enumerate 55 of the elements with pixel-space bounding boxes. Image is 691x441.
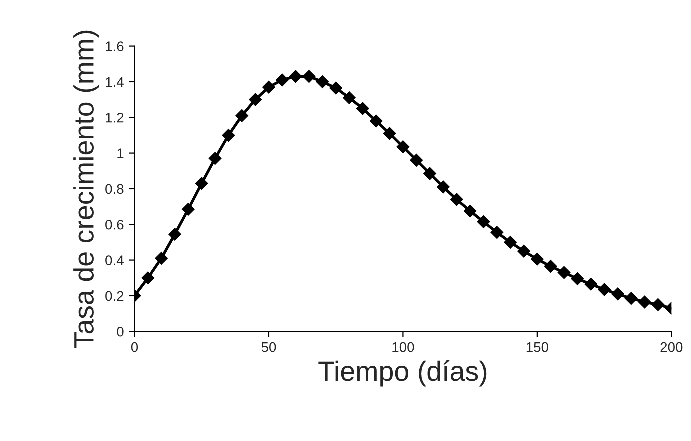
point (302, 70, 316, 84)
point (464, 204, 477, 218)
x-tick-label: 200 (660, 342, 683, 352)
point (437, 180, 450, 194)
point (182, 203, 195, 216)
point (383, 127, 396, 140)
x-tick-label: 150 (526, 342, 548, 352)
y-tick-label: 1.2 (106, 112, 124, 123)
point (624, 292, 638, 306)
point (531, 252, 544, 266)
point (356, 102, 370, 116)
point (504, 236, 517, 249)
x-tick-label: 0 (131, 342, 138, 352)
x-axis-title: Tiempo (días) (318, 360, 487, 387)
y-tick-label: 1.6 (106, 42, 124, 52)
point (450, 193, 464, 206)
x-tick-label: 100 (392, 342, 414, 352)
point (518, 244, 530, 258)
point (316, 76, 330, 88)
y-tick-label: 0 (117, 326, 124, 337)
x-tick-label: 50 (262, 342, 276, 352)
point (168, 228, 182, 241)
point (584, 278, 598, 291)
point (236, 109, 249, 122)
point (249, 93, 262, 106)
point (544, 260, 558, 273)
y-tick-label: 0.8 (106, 184, 124, 194)
point (558, 266, 571, 280)
point (343, 92, 356, 104)
point (222, 129, 236, 142)
point (424, 167, 436, 180)
y-tick-label: 1.4 (106, 77, 124, 88)
y-tick-label: 0.6 (106, 220, 124, 230)
point (262, 80, 276, 94)
y-tick-label: 0.2 (106, 291, 124, 302)
point (571, 272, 584, 286)
y-axis-title: Tasa de crecimiento (mm) (74, 30, 100, 348)
point (289, 70, 302, 84)
y-tick-label: 1 (118, 148, 124, 158)
point (652, 298, 665, 312)
point (490, 226, 504, 240)
point (396, 140, 410, 154)
y-tick-label: 0.4 (106, 256, 124, 266)
point (638, 296, 652, 309)
point (142, 272, 155, 285)
point (612, 288, 624, 301)
point (208, 152, 222, 166)
point (410, 154, 424, 167)
point (155, 252, 168, 265)
point (477, 216, 490, 228)
point (330, 82, 342, 95)
point (195, 177, 208, 190)
point (370, 114, 383, 128)
point (598, 283, 611, 296)
point (276, 74, 289, 87)
